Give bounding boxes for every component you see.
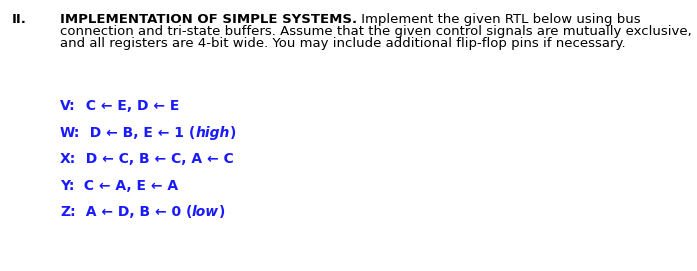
Text: W:: W: <box>60 125 80 140</box>
Text: high: high <box>196 125 230 140</box>
Text: Z:: Z: <box>60 205 76 219</box>
Text: A ← D, B ← 0 (: A ← D, B ← 0 ( <box>76 205 192 219</box>
Text: C ← E, D ← E: C ← E, D ← E <box>76 99 179 113</box>
Text: D ← B, E ← 1 (: D ← B, E ← 1 ( <box>80 125 196 140</box>
Text: II.: II. <box>12 13 27 26</box>
Text: low: low <box>192 205 219 219</box>
Text: and all registers are 4-bit wide. You may include additional flip-flop pins if n: and all registers are 4-bit wide. You ma… <box>60 37 626 50</box>
Text: Y:: Y: <box>60 179 75 192</box>
Text: IMPLEMENTATION OF SIMPLE SYSTEMS.: IMPLEMENTATION OF SIMPLE SYSTEMS. <box>60 13 357 26</box>
Text: ): ) <box>219 205 226 219</box>
Text: C ← A, E ← A: C ← A, E ← A <box>75 179 178 192</box>
Text: V:: V: <box>60 99 76 113</box>
Text: ): ) <box>230 125 236 140</box>
Text: connection and tri-state buffers. Assume that the given control signals are mutu: connection and tri-state buffers. Assume… <box>60 25 691 38</box>
Text: X:: X: <box>60 152 76 166</box>
Text: Implement the given RTL below using bus: Implement the given RTL below using bus <box>357 13 641 26</box>
Text: D ← C, B ← C, A ← C: D ← C, B ← C, A ← C <box>76 152 234 166</box>
